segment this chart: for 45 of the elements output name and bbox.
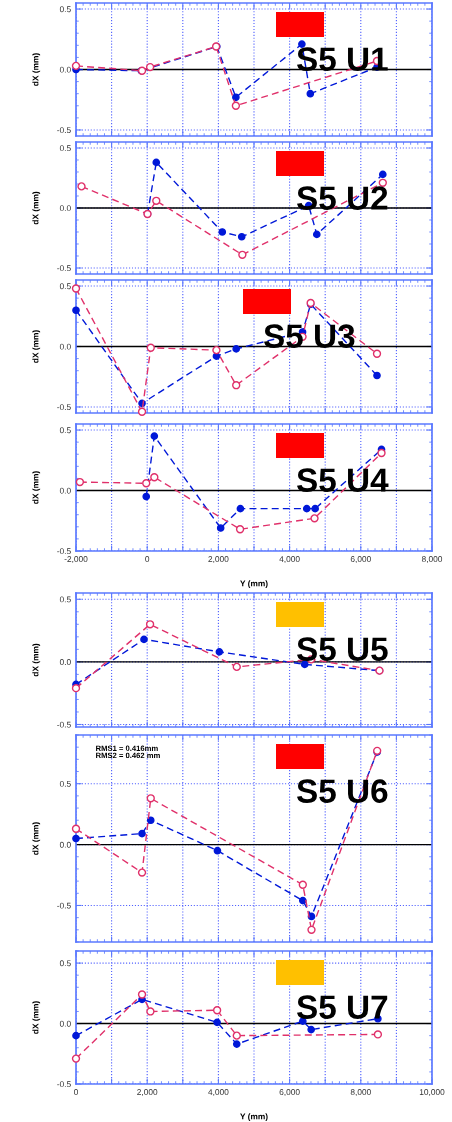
x-tick-label: 2,000 <box>208 556 229 563</box>
y-tick-label: -0.5 <box>57 1081 71 1088</box>
y-tick-label: -0.5 <box>57 127 71 134</box>
y-axis-title: dX (mm) <box>32 53 41 86</box>
y-axis-title: dX (mm) <box>32 822 41 855</box>
y-tick-label: -0.5 <box>57 404 71 411</box>
y-tick-label: 0.0 <box>59 66 71 73</box>
y-axis-title: dX (mm) <box>32 643 41 677</box>
y-tick-label: 0.5 <box>59 780 71 787</box>
x-tick-label: 2,000 <box>137 1089 158 1096</box>
x-tick-label: 8,000 <box>350 1089 371 1096</box>
y-tick-label: -0.5 <box>57 721 71 728</box>
y-axis-title: dX (mm) <box>32 471 41 504</box>
x-axis-title: Y (mm) <box>240 580 268 589</box>
x-tick-label: 8,000 <box>421 556 443 563</box>
y-tick-label: 0.0 <box>59 205 71 212</box>
text: S5 U2 <box>296 186 388 210</box>
x-tick-label: 4,000 <box>208 1089 229 1096</box>
x-tick-label: 0 <box>74 1089 78 1095</box>
y-axis-title: dX (mm) <box>32 191 41 225</box>
y-tick-label: 0.5 <box>59 283 71 290</box>
y-tick-label: 0.0 <box>59 841 71 848</box>
y-axis-title: dX (mm) <box>32 330 41 363</box>
y-tick-label: 0.0 <box>59 343 71 350</box>
y-tick-label: -0.5 <box>57 265 71 272</box>
y-tick-label: -0.5 <box>57 548 71 555</box>
y-tick-label: 0.5 <box>59 427 71 434</box>
y-tick-label: 0.0 <box>59 487 71 494</box>
y-axis-title: dX (mm) <box>32 1001 41 1034</box>
y-tick-label: 0.5 <box>59 596 71 603</box>
x-tick-label: -2,000 <box>64 556 88 563</box>
y-tick-label: 0.5 <box>59 960 71 967</box>
x-tick-label: 6,000 <box>350 556 371 563</box>
x-tick-label: 6,000 <box>279 1089 300 1096</box>
x-tick-label: 0 <box>145 556 150 562</box>
x-axis-title: Y (mm) <box>240 1113 268 1122</box>
x-tick-label: 10,000 <box>419 1089 445 1096</box>
y-tick-label: 0.5 <box>59 145 71 152</box>
text: S5 U7 <box>296 995 388 1019</box>
y-tick-label: 0.0 <box>59 1020 71 1027</box>
y-tick-label: -0.5 <box>57 902 71 909</box>
x-tick-label: 4,000 <box>279 556 300 563</box>
text: S5 U5 <box>296 637 388 661</box>
y-tick-label: 0.0 <box>59 659 71 665</box>
y-tick-label: 0.5 <box>59 6 71 13</box>
